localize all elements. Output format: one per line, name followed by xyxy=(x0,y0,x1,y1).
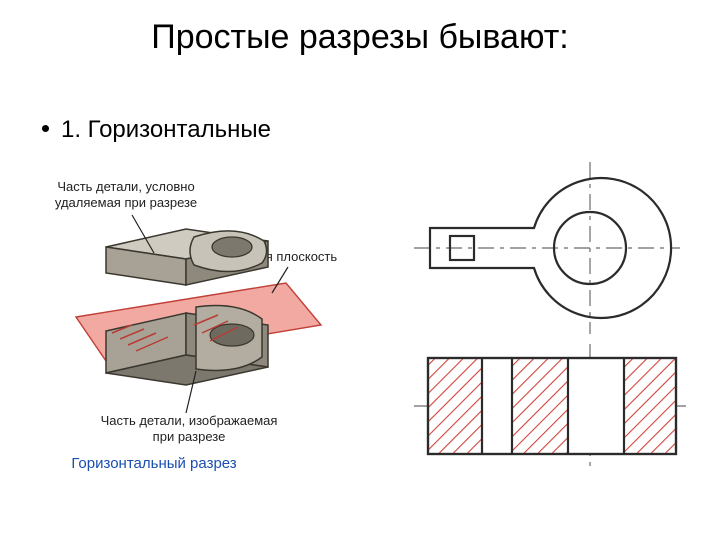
orthographic-svg xyxy=(380,158,700,518)
bullet-text: 1. Горизонтальные xyxy=(61,116,271,143)
plan-view xyxy=(414,162,680,334)
orthographic-figure xyxy=(380,158,700,518)
section-view xyxy=(414,344,688,470)
isometric-svg xyxy=(36,175,336,475)
page-title: Простые разрезы бывают: xyxy=(0,18,720,57)
bullet-item: 1. Горизонтальные xyxy=(42,116,271,144)
bullet-dot xyxy=(42,125,49,132)
isometric-figure: Часть детали, условноудаляемая при разре… xyxy=(36,175,336,495)
